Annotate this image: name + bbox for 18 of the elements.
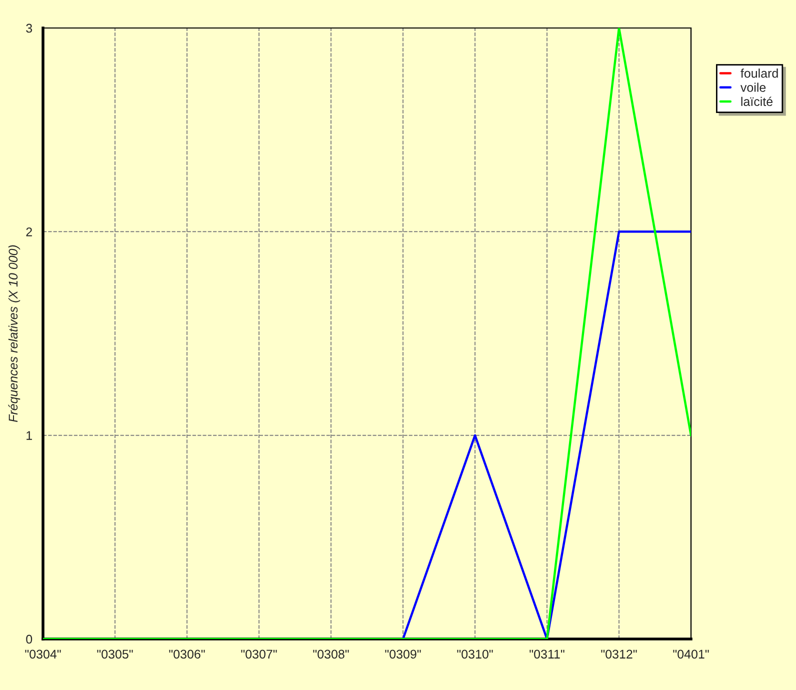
x-tick-label: "0306" bbox=[169, 650, 205, 659]
y-tick-label: 3 bbox=[26, 24, 32, 33]
x-tick-label: "0304" bbox=[25, 650, 61, 659]
y-axis-title: Fréquences relatives (X 10 000) bbox=[8, 245, 20, 422]
x-tick-label: "0309" bbox=[385, 650, 421, 659]
y-tick-label: 1 bbox=[26, 431, 32, 440]
x-tick-label: "0312" bbox=[601, 650, 637, 659]
y-tick-label: 0 bbox=[26, 634, 32, 644]
x-tick-label: "0305" bbox=[97, 650, 133, 659]
x-tick-label: "0308" bbox=[313, 650, 349, 659]
x-tick-label: "0310" bbox=[457, 650, 493, 659]
legend-label: foulard bbox=[740, 68, 778, 78]
legend-label: laïcité bbox=[741, 96, 773, 106]
y-tick-label: 2 bbox=[26, 227, 32, 236]
x-tick-label: "0401" bbox=[673, 650, 709, 659]
legend-label: voile bbox=[740, 82, 766, 92]
x-tick-label: "0307" bbox=[241, 650, 277, 659]
x-tick-label: "0311" bbox=[530, 650, 564, 659]
